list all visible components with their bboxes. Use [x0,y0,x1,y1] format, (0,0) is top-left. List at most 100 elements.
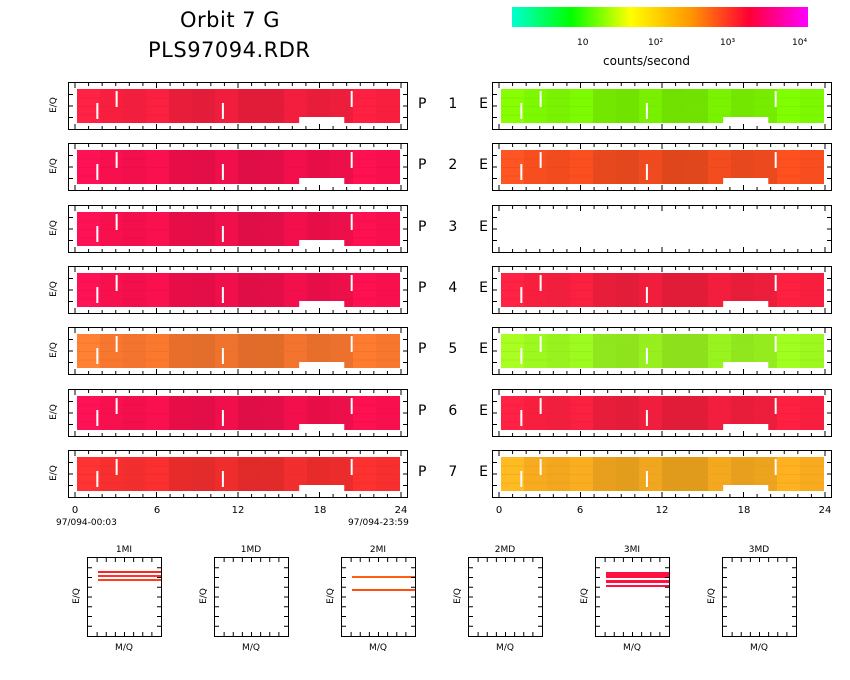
data-dropout [350,398,353,414]
data-dropout [96,287,99,303]
mass-line [98,575,161,577]
data-dropout [539,275,542,291]
data-dropout [221,226,224,242]
row-label: P 4 E [418,280,488,296]
row-label-part: P [418,464,427,480]
heat-row [501,465,823,467]
heat-row [501,482,823,484]
colorbar [512,7,808,27]
mass-line [606,580,669,583]
y-axis-label: E/Q [48,220,59,236]
data-gap [723,178,769,184]
data-dropout [645,348,648,364]
data-dropout [539,459,542,475]
row-label-part: E [479,341,488,357]
data-dropout [115,152,118,168]
mass-line [352,589,415,591]
mass-xlabel: M/Q [242,643,260,653]
mass-panel-title: 1MI [115,545,133,555]
mass-ylabel: E/Q [198,588,209,604]
p-panel-4 [68,266,408,314]
data-dropout [115,398,118,414]
heat-row [77,465,399,467]
end-time: 97/094-23:59 [348,518,409,528]
data-dropout [350,91,353,107]
e-panel-6 [492,389,832,437]
left-x-tick-12: 12 [231,505,245,516]
mass-xlabel: M/Q [369,643,387,653]
row-label-part: P [418,96,427,112]
row-label-part: E [479,280,488,296]
y-axis-label: E/Q [48,97,59,113]
heat-row [77,290,399,291]
p-panel-5 [68,327,408,375]
mass-panel-1md [214,557,289,637]
e-panel-4 [492,266,832,314]
heat-row [501,474,823,475]
heat-row [501,175,823,177]
e-panel-5 [492,327,832,375]
data-gap [723,301,769,307]
mass-panel-title: 2MD [494,545,516,555]
colorbar-gradient [512,7,808,27]
data-dropout [96,348,99,364]
data-dropout [115,91,118,107]
mass-line [98,579,161,581]
colorbar-tick-3: 10³ [720,38,736,48]
right-x-tick-12: 12 [655,505,669,516]
heat-row [501,290,823,291]
left-x-tick-6: 6 [153,505,161,516]
data-dropout [645,410,648,426]
mass-panel-3mi [595,557,670,637]
data-dropout [520,410,523,426]
data-dropout [645,103,648,119]
mass-panel-2md [468,557,543,637]
data-dropout [221,164,224,180]
data-dropout [115,214,118,230]
row-label-part: 7 [448,464,458,480]
data-dropout [774,336,777,352]
heat-row [77,359,399,361]
heat-row [501,97,823,99]
heat-row [77,482,399,484]
data-dropout [645,287,648,303]
heat-row [77,404,399,406]
data-dropout [774,91,777,107]
data-dropout [774,152,777,168]
heat-row [501,298,823,300]
heat-row [77,237,399,239]
colorbar-label: counts/second [603,54,690,68]
heat-row [77,421,399,423]
data-dropout [96,410,99,426]
right-x-tick-24: 24 [818,505,832,516]
heat-row [77,351,399,352]
row-label: P 5 E [418,341,488,357]
mass-xlabel: M/Q [115,643,133,653]
e-panel-7 [492,450,832,498]
left-x-tick-24: 24 [394,505,408,516]
data-dropout [96,471,99,487]
mass-xlabel: M/Q [750,643,768,653]
heat-row [501,342,823,344]
data-gap [299,362,345,368]
p-panel-7 [68,450,408,498]
left-x-tick-0: 0 [71,505,79,516]
p-panel-6 [68,389,408,437]
row-label-part: E [479,157,488,173]
data-gap [299,178,345,184]
mass-panel-title: 3MI [623,545,641,555]
start-time: 97/094-00:03 [56,518,117,528]
row-label-part: 4 [448,280,458,296]
heat-row [77,220,399,222]
p-panel-1 [68,82,408,130]
data-gap [723,117,769,123]
mass-panel-2mi [341,557,416,637]
mass-xlabel: M/Q [623,643,641,653]
heat-row [77,114,399,116]
heat-row [501,359,823,361]
colorbar-tick-4: 10⁴ [792,38,808,48]
right-x-tick-6: 6 [576,505,584,516]
data-dropout [96,226,99,242]
e-panel-2 [492,143,832,191]
data-gap [299,424,345,430]
